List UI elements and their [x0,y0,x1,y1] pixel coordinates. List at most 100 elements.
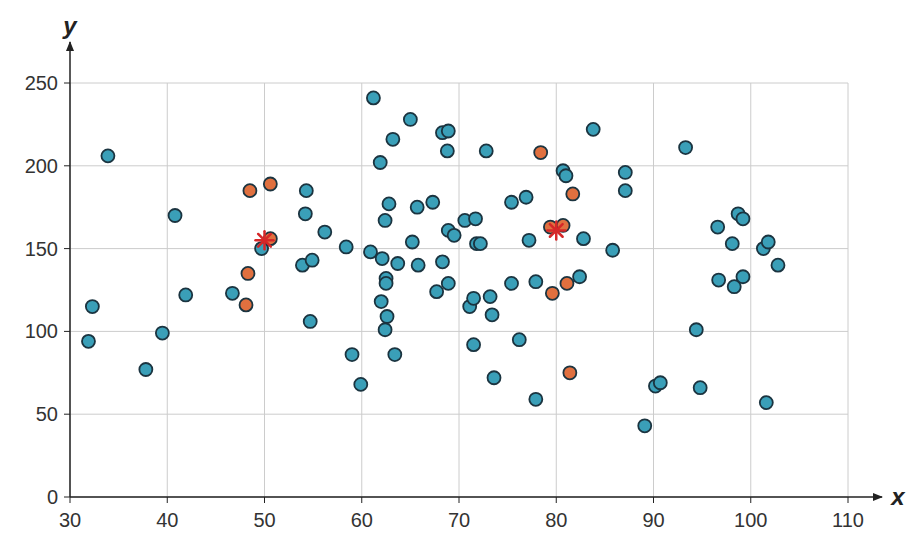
point [381,310,394,323]
point [442,125,455,138]
point [412,259,425,272]
y-tick [64,248,70,249]
y-tick [64,331,70,332]
grid-line [70,331,848,332]
point [587,123,600,136]
grid-line [70,83,848,84]
point [546,287,559,300]
x-tick [70,497,71,503]
marks [82,91,785,432]
point [430,285,443,298]
series [82,91,785,432]
x-tick [556,497,557,503]
point [156,327,169,340]
series [256,221,566,249]
grid-line [459,83,460,497]
x-tick-label: 70 [448,509,470,531]
point [300,184,313,197]
point [712,274,725,287]
point [82,335,95,348]
point [690,323,703,336]
point [169,209,182,222]
point [520,191,533,204]
point [577,232,590,245]
point [638,419,651,432]
point [513,333,526,346]
x-tick-label: 40 [156,509,178,531]
point [619,184,632,197]
point [391,257,404,270]
point [375,295,388,308]
point [736,212,749,225]
centroid-marker [547,221,565,239]
grid-line [264,83,265,497]
point [364,245,377,258]
point [736,270,749,283]
y-tick [64,83,70,84]
x-tick [459,497,460,503]
point [226,287,239,300]
point [529,275,542,288]
x-tick [848,497,849,503]
ticks: 30405060708090100110050100150200250 [25,72,864,531]
point [306,254,319,267]
x-axis-label: x [889,483,906,510]
point [619,166,632,179]
y-tick-label: 50 [36,403,58,425]
point [442,277,455,290]
point [379,214,392,227]
point [241,267,254,280]
grid-line [70,165,848,166]
point [441,144,454,157]
point [529,393,542,406]
point [379,323,392,336]
point [240,298,253,311]
point [436,255,449,268]
point [467,292,480,305]
point [679,141,692,154]
point [606,244,619,257]
x-tick [361,497,362,503]
point [762,235,775,248]
y-tick-label: 250 [25,72,58,94]
point [480,144,493,157]
asterisk-stroke [550,224,563,237]
x-tick-label: 30 [59,509,81,531]
y-tick [64,414,70,415]
grid-line [70,414,848,415]
grid-line [750,83,751,497]
x-tick [167,497,168,503]
point [264,178,277,191]
point [469,212,482,225]
point [488,371,501,384]
x-tick [750,497,751,503]
grid-line [653,83,654,497]
point [711,221,724,234]
point [694,381,707,394]
y-tick-label: 150 [25,238,58,260]
point [179,288,192,301]
chart: 30405060708090100110050100150200250xy [0,0,915,543]
x-tick-label: 80 [545,509,567,531]
point [467,338,480,351]
point [386,133,399,146]
point [486,308,499,321]
point [86,300,99,313]
point [566,187,579,200]
y-axis [69,42,71,497]
x-tick-label: 90 [642,509,664,531]
point [448,229,461,242]
point [474,237,487,250]
point [404,113,417,126]
grid [70,83,848,497]
y-tick [64,497,70,498]
x-tick-label: 100 [734,509,767,531]
point [304,315,317,328]
point [340,240,353,253]
y-tick-label: 200 [25,155,58,177]
point [374,156,387,169]
grid-line [167,83,168,497]
point [573,270,586,283]
point [346,348,359,361]
point [534,146,547,159]
